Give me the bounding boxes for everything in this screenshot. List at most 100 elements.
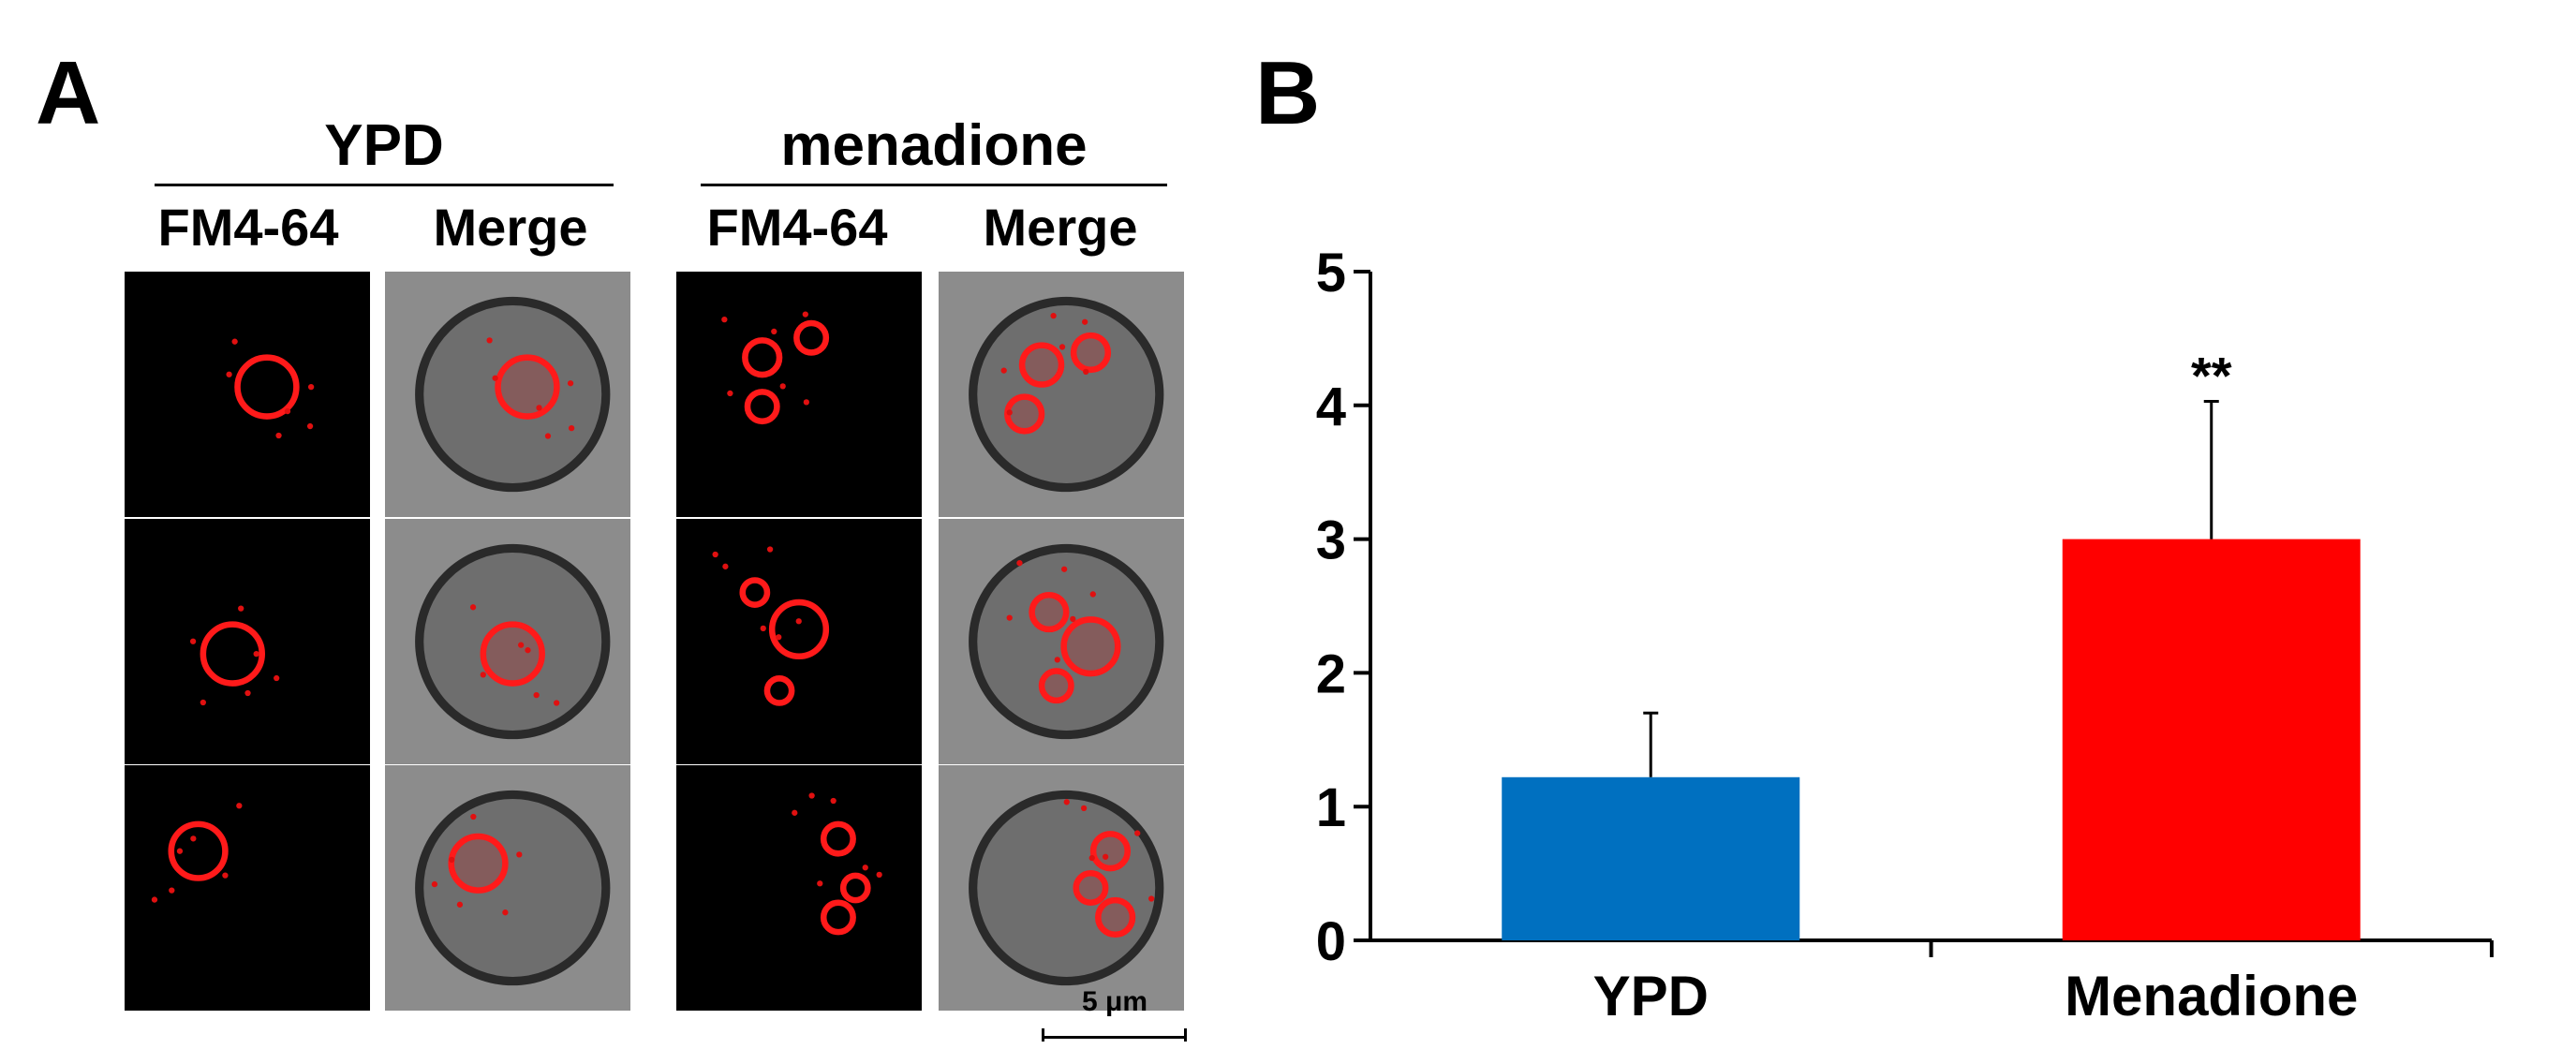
fluorescent-speck [553,700,560,706]
vacuole-ring [1060,616,1121,677]
fluorescent-speck [776,634,782,641]
merge-micrograph [385,272,630,517]
vacuole-ring [200,621,265,687]
fluorescent-speck [1070,615,1076,623]
scale-bar-label: 5 μm [1081,986,1148,1017]
vacuole-ring [1089,831,1132,872]
y-tick-label: 4 [1316,377,1346,437]
fluorescent-speck [1063,799,1070,805]
fluorescent-speck [544,433,552,439]
vacuole-ring [1038,668,1074,704]
fluorescent-speck [486,337,493,344]
vacuole-ring [768,598,830,659]
col-label-ypd-fm4-64: FM4-64 [157,198,339,257]
vacuole-ring [1018,342,1065,388]
cell-outline [969,296,1164,493]
fluorescent-speck [766,546,774,553]
fluorescent-speck [1016,560,1023,567]
fluorescent-speck [802,311,808,318]
fluorescent-speck [1134,830,1141,836]
fluorescent-speck [1050,313,1057,319]
fluorescent-speck [862,864,868,871]
x-category-label: YPD [1593,965,1709,1027]
vacuole-ring [1070,332,1112,374]
vacuole-ring [168,820,229,881]
col-label-menadione-fm4-64: FM4-64 [706,198,888,257]
y-tick-label: 3 [1316,510,1346,571]
group-title-ypd: YPD [324,113,444,178]
col-label-ypd-merge: Merge [433,198,588,257]
fluorescent-speck [1103,853,1109,860]
vacuole-ring [1004,393,1045,435]
vacuole-ring [744,389,780,425]
cell-outline [415,790,611,986]
fluorescent-speck [480,672,486,678]
fluorescent-speck [817,880,823,887]
fluorescent-speck [200,699,206,706]
merge-micrograph [385,519,630,764]
merge-micrograph [939,272,1184,517]
fluorescent-speck [830,797,836,805]
fluorescent-speck [307,383,315,391]
vacuole-ring [234,354,300,420]
fluorescent-speck [516,851,523,858]
vacuole-ring [1029,591,1070,633]
fluorescent-speck [876,871,882,878]
fluorescent-speck [727,390,733,397]
fluorescent-speck [808,792,815,799]
vacuole-ring [480,621,545,687]
fluorescent-speck [244,689,251,697]
fluorescent-speck [190,835,197,842]
fluorescent-speck [449,856,455,864]
vacuole-ring [820,899,856,936]
fluorescent-speck [236,803,243,809]
scale-bar-tick-left [1042,1028,1044,1042]
vacuole-ring [742,337,783,378]
fluorescent-speck [1054,657,1060,663]
group-rule-ypd [155,184,614,186]
fluorescent-speck [189,638,197,644]
fluorescent-speck [567,380,574,387]
panel-a-letter: A [36,43,101,143]
fm4-64-micrograph [125,519,370,764]
fluorescent-speck [792,809,798,816]
fm4-64-micrograph [676,519,922,764]
fluorescent-speck [1088,854,1095,862]
fluorescent-speck [760,625,766,631]
fluorescent-speck [1082,318,1088,325]
fluorescent-speck [1006,409,1013,416]
fluorescent-speck [431,880,438,888]
fluorescent-speck [1000,367,1007,374]
fluorescent-speck [253,650,259,658]
fluorescent-speck [779,383,786,390]
x-category-label: Menadione [2065,965,2358,1027]
fluorescent-speck [492,375,498,381]
fluorescent-speck [1089,591,1096,598]
fluorescent-speck [536,405,542,411]
fluorescent-speck [518,642,525,648]
vacuole-ring [448,833,509,894]
fm4-64-micrograph [125,272,370,517]
fluorescent-speck [456,901,464,908]
fm4-64-micrograph [676,272,922,517]
fluorescent-speck [284,407,291,415]
fluorescent-speck [795,618,802,625]
fluorescent-speck [721,316,728,323]
vacuole-ring [793,319,830,356]
fluorescent-speck [470,813,477,820]
scale-bar [1042,1036,1187,1039]
fluorescent-speck [169,887,175,894]
y-tick-label: 2 [1316,643,1346,704]
fluorescent-speck [1059,344,1066,350]
fluorescent-speck [226,371,232,377]
fluorescent-speck [222,872,229,879]
fluorescent-speck [1080,805,1088,811]
fluorescent-speck [238,605,244,612]
fluorescent-speck [1148,895,1155,902]
fm4-64-micrograph [125,765,370,1011]
bar-menadione [2062,539,2361,940]
fluorescent-speck [151,896,158,903]
fluorescent-speck [568,425,575,432]
fluorescent-speck [803,399,810,406]
bar-ypd [1502,776,1800,940]
